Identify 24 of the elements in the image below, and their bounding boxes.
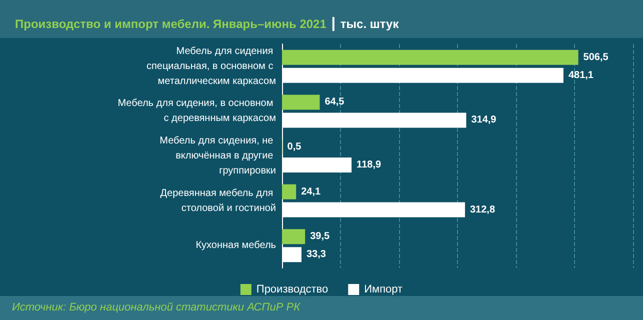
data-label: 24,1 <box>301 186 321 198</box>
data-label: 64,5 <box>324 96 345 108</box>
bar <box>282 50 578 65</box>
y-tick-label: Мебель для сидения, в основном с деревянным каркасом <box>118 98 276 124</box>
y-tick-label: Мебель для сидения, не включённая в другие группировки <box>160 136 276 176</box>
data-label: 118,9 <box>356 160 382 170</box>
text: Источник: Бюро национальной статистики АСПиР РК <box>12 302 301 314</box>
y-tick-label: Деревянная мебель для столовой и гостиной <box>160 188 276 214</box>
y-tick-label: Мебель для сидения специальная, в основном с металлическим каркасом <box>146 46 276 87</box>
bar <box>282 229 306 244</box>
data-label: 314,9 <box>471 114 497 126</box>
bar <box>282 94 320 110</box>
data-label: 39,5 <box>310 231 330 242</box>
y-tick-label: Кухонная мебель <box>196 240 276 252</box>
legend-label: Импорт <box>364 284 403 296</box>
data-label: 312,8 <box>470 204 496 216</box>
text: Производство и импорт мебели. Январь–июнь 2021 <box>15 17 327 31</box>
bar <box>282 184 296 200</box>
data-label: 0,5 <box>287 142 302 152</box>
data-label: 33,3 <box>306 249 326 260</box>
data-label: 481,1 <box>568 70 594 81</box>
chart-subtitle: тыс. штук <box>340 17 400 31</box>
legend-label: Производство <box>256 284 328 296</box>
data-label: 506,5 <box>583 52 609 63</box>
